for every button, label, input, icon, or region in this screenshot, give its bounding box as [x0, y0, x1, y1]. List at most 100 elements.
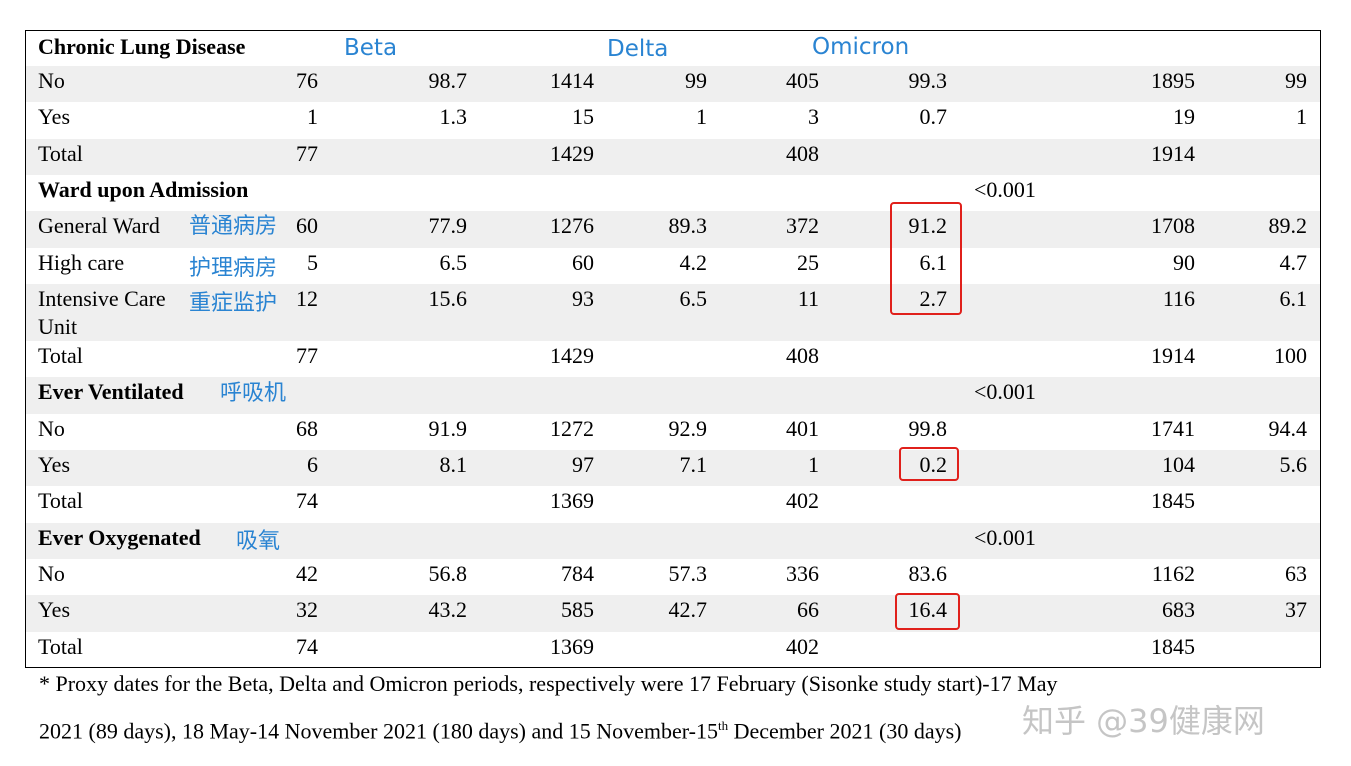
table-cell: 92.9	[668, 416, 708, 441]
section-title: Ever Ventilated	[38, 379, 184, 404]
table-cell: 19	[1173, 104, 1195, 129]
column-header-delta: Delta	[607, 36, 669, 62]
highlight-box-ventilated	[899, 447, 959, 481]
table-cell: 585	[561, 597, 594, 622]
row-label: Total	[38, 488, 83, 513]
table-cell: 77	[296, 343, 318, 368]
table-cell: 99	[685, 68, 707, 93]
table-cell: 1708	[1151, 213, 1195, 238]
table-cell: 15	[572, 104, 594, 129]
table-cell: 402	[786, 488, 819, 513]
table-cell: 77	[296, 141, 318, 166]
table-cell: 11	[797, 286, 819, 311]
table-cell: 1	[307, 104, 318, 129]
table-cell: 99.8	[908, 416, 948, 441]
footnote-line-2: 2021 (89 days), 18 May-14 November 2021 …	[39, 718, 962, 744]
table-cell: 42	[296, 561, 318, 586]
table-row	[26, 284, 1320, 341]
table-cell: 1895	[1151, 68, 1195, 93]
table-cell: 43.2	[428, 597, 468, 622]
table-cell: 5	[307, 250, 318, 275]
table-cell: 89.3	[668, 213, 708, 238]
table-cell: 372	[786, 213, 819, 238]
row-label: Yes	[38, 104, 71, 129]
table-cell: 0.2	[919, 452, 948, 477]
table-cell: 1.3	[439, 104, 468, 129]
table-cell: 32	[296, 597, 318, 622]
table-cell: 401	[786, 416, 819, 441]
row-label: Total	[38, 343, 83, 368]
table-cell: 89.2	[1268, 213, 1308, 238]
table-row	[26, 139, 1320, 175]
highlight-box-oxygenated	[895, 593, 960, 630]
annotation-general-ward: 普通病房	[189, 214, 278, 239]
table-cell: 91.9	[428, 416, 468, 441]
table-cell: 683	[1162, 597, 1195, 622]
table-cell: 7.1	[679, 452, 708, 477]
table-cell: 1429	[550, 343, 594, 368]
table-cell: 6.5	[679, 286, 708, 311]
table-cell: 1914	[1151, 343, 1195, 368]
table-cell: 60	[572, 250, 594, 275]
annotation-icu: 重症监护	[189, 291, 278, 316]
row-label: No	[38, 68, 65, 93]
section-row	[26, 523, 1320, 559]
section-row	[26, 377, 1320, 414]
table-cell: 3	[808, 104, 819, 129]
table-cell: 91.2	[908, 213, 948, 238]
data-table	[25, 30, 1321, 668]
table-row	[26, 341, 1320, 377]
section-title: Ever Oxygenated	[38, 525, 201, 550]
table-cell: 1741	[1151, 416, 1195, 441]
row-label: Total	[38, 141, 83, 166]
table-row	[26, 211, 1320, 248]
table-cell: 336	[786, 561, 819, 586]
table-cell: 1414	[550, 68, 594, 93]
table-cell: 1	[808, 452, 819, 477]
annotation-high-care: 护理病房	[189, 256, 278, 281]
table-cell: 1162	[1151, 561, 1195, 586]
table-cell: 6.5	[439, 250, 468, 275]
table-cell: 6	[307, 452, 318, 477]
column-header-beta: Beta	[344, 35, 398, 61]
p-value: <0.001	[974, 525, 1036, 550]
section-title: Chronic Lung Disease	[38, 34, 246, 59]
table-cell: 57.3	[668, 561, 708, 586]
row-label-continued: Unit	[38, 314, 78, 339]
table-cell: 1369	[550, 634, 594, 659]
table-row	[26, 102, 1320, 139]
table-cell: 90	[1173, 250, 1195, 275]
table-cell: 100	[1274, 343, 1307, 368]
table-cell: 4.2	[679, 250, 708, 275]
table-cell: 405	[786, 68, 819, 93]
table-row	[26, 486, 1320, 523]
table-cell: 1845	[1151, 488, 1195, 513]
footnote-line-1: * Proxy dates for the Beta, Delta and Om…	[39, 671, 1058, 696]
row-label: No	[38, 416, 65, 441]
table-row	[26, 66, 1320, 102]
annotation-oxygenated: 吸氧	[236, 529, 281, 554]
table-cell: 99	[1285, 68, 1307, 93]
table-cell: 97	[572, 452, 594, 477]
table-cell: 56.8	[428, 561, 468, 586]
table-row	[26, 595, 1320, 632]
table-cell: 4.7	[1279, 250, 1308, 275]
table-cell: 66	[797, 597, 819, 622]
table-cell: 1272	[550, 416, 594, 441]
table-cell: 0.7	[919, 104, 948, 129]
table-cell: 408	[786, 141, 819, 166]
table-cell: 1	[1296, 104, 1307, 129]
table-cell: 5.6	[1279, 452, 1308, 477]
table-cell: 8.1	[439, 452, 468, 477]
table-cell: 1914	[1151, 141, 1195, 166]
row-label: General Ward	[38, 213, 160, 238]
row-label: Total	[38, 634, 83, 659]
table-cell: 42.7	[668, 597, 708, 622]
table-cell: 104	[1162, 452, 1195, 477]
row-label: Yes	[38, 597, 71, 622]
table-cell: 74	[296, 634, 318, 659]
watermark: 知乎 @39健康网	[1022, 702, 1265, 740]
table-cell: 408	[786, 343, 819, 368]
table-cell: 25	[797, 250, 819, 275]
table-cell: 83.6	[908, 561, 948, 586]
